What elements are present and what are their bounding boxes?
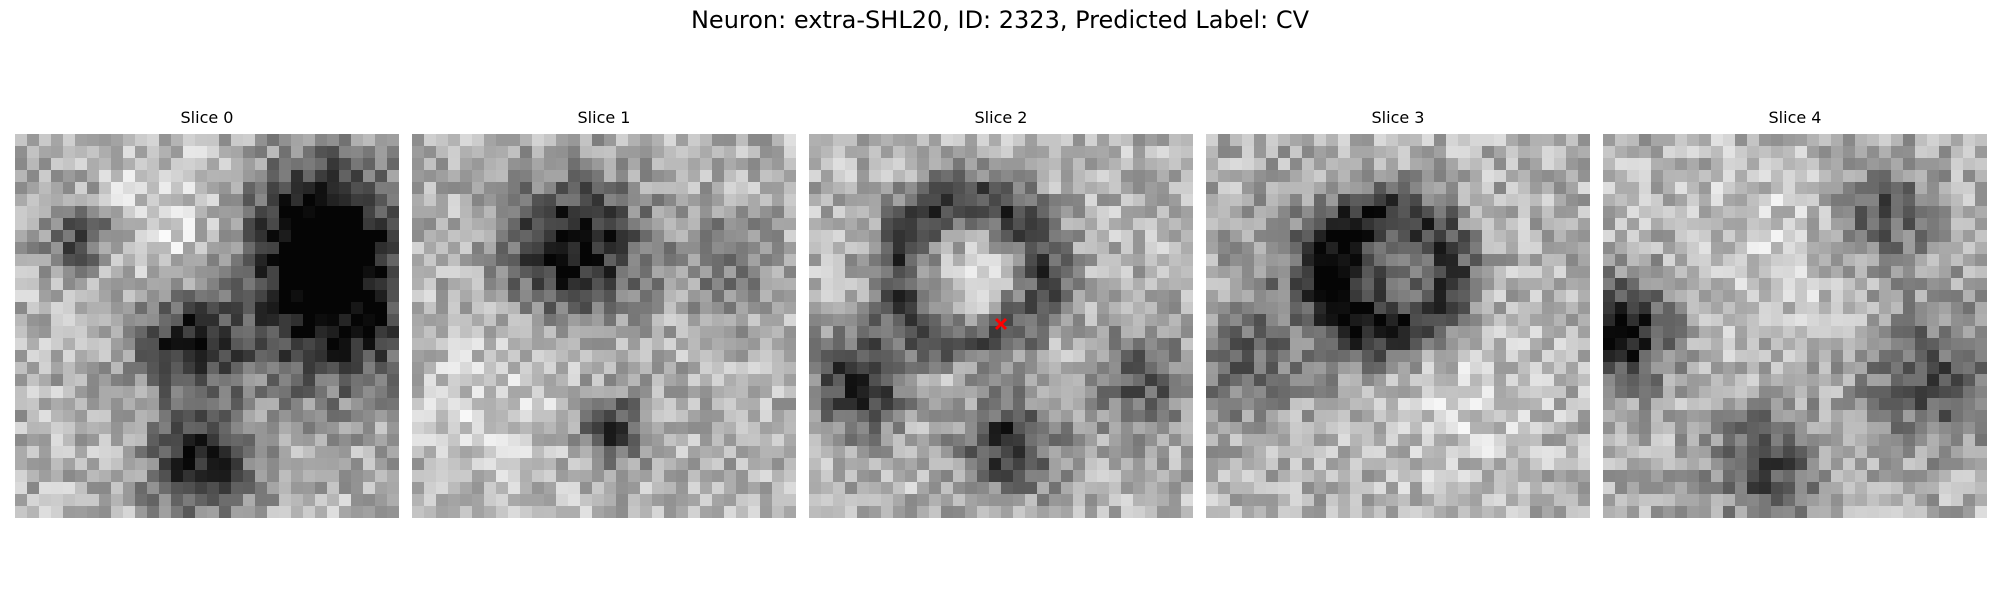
slice-title: Slice 0 — [180, 108, 234, 127]
slice-image — [1603, 134, 1987, 518]
red-x-marker — [994, 317, 1008, 331]
slice-panel-3: Slice 3 — [1206, 108, 1590, 518]
slice-title: Slice 2 — [974, 108, 1028, 127]
slice-image — [809, 134, 1193, 518]
slice-panel-1: Slice 1 — [412, 108, 796, 518]
slice-title: Slice 3 — [1371, 108, 1425, 127]
slice-panel-4: Slice 4 — [1603, 108, 1987, 518]
slice-image — [412, 134, 796, 518]
slice-title: Slice 4 — [1768, 108, 1822, 127]
slice-panel-2: Slice 2 — [809, 108, 1193, 518]
figure-title: Neuron: extra-SHL20, ID: 2323, Predicted… — [690, 6, 1310, 34]
slice-title: Slice 1 — [577, 108, 631, 127]
slice-image — [1206, 134, 1590, 518]
slice-panel-0: Slice 0 — [15, 108, 399, 518]
slice-image — [15, 134, 399, 518]
